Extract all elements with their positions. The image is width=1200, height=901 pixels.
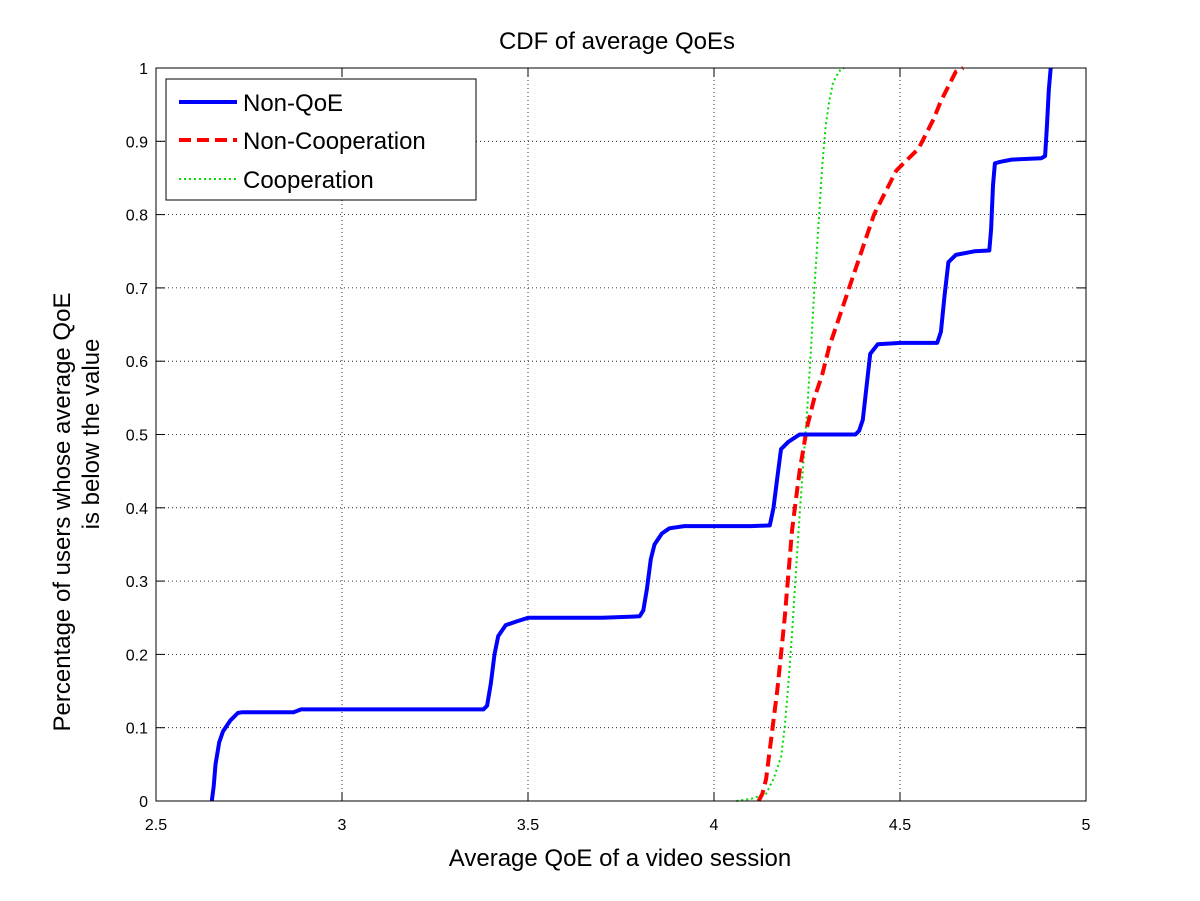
y-tick-label: 1 — [139, 61, 148, 78]
series-line-non-qoe — [209, 67, 1053, 802]
y-tick-label: 0.8 — [126, 208, 148, 225]
y-axis-label-line-1: Percentage of users whose average QoE — [49, 293, 76, 732]
x-tick-label: 4.5 — [889, 817, 911, 834]
series-layer — [209, 66, 1053, 802]
legend-label-non-qoe: Non-QoE — [243, 90, 343, 117]
y-tick-label: 0.3 — [126, 574, 148, 591]
axis-ticks: 2.5 3 3.5 4 4.5 5 0 0.1 0.2 0.3 0.4 0.5 0.6 0.7 0.8 0.9… — [126, 61, 1091, 834]
x-tick-label: 4 — [710, 817, 719, 834]
y-tick-label: 0.2 — [126, 647, 148, 664]
x-tick-label: 3.5 — [517, 817, 539, 834]
y-tick-label: 0.9 — [126, 134, 148, 151]
legend: Non-QoE Non-Cooperation Cooperation — [165, 78, 477, 201]
series-line-non-cooperation — [756, 66, 965, 802]
chart-title: CDF of average QoEs — [499, 28, 735, 55]
x-tick-label: 5 — [1082, 817, 1091, 834]
x-tick-label: 3 — [338, 817, 347, 834]
grid-lines — [156, 68, 1086, 801]
x-axis-label: Average QoE of a video session — [449, 845, 791, 872]
y-tick-label: 0.5 — [126, 428, 148, 445]
legend-label-non-cooperation: Non-Cooperation — [243, 128, 426, 155]
x-tick-label: 2.5 — [145, 817, 167, 834]
y-axis-label-line-2: is below the value — [78, 339, 105, 530]
y-tick-label: 0.1 — [126, 721, 148, 738]
y-tick-label: 0.7 — [126, 281, 148, 298]
legend-label-cooperation: Cooperation — [243, 167, 374, 194]
y-tick-label: 0.6 — [126, 354, 148, 371]
y-tick-label: 0 — [139, 794, 148, 811]
y-tick-label: 0.4 — [126, 501, 148, 518]
